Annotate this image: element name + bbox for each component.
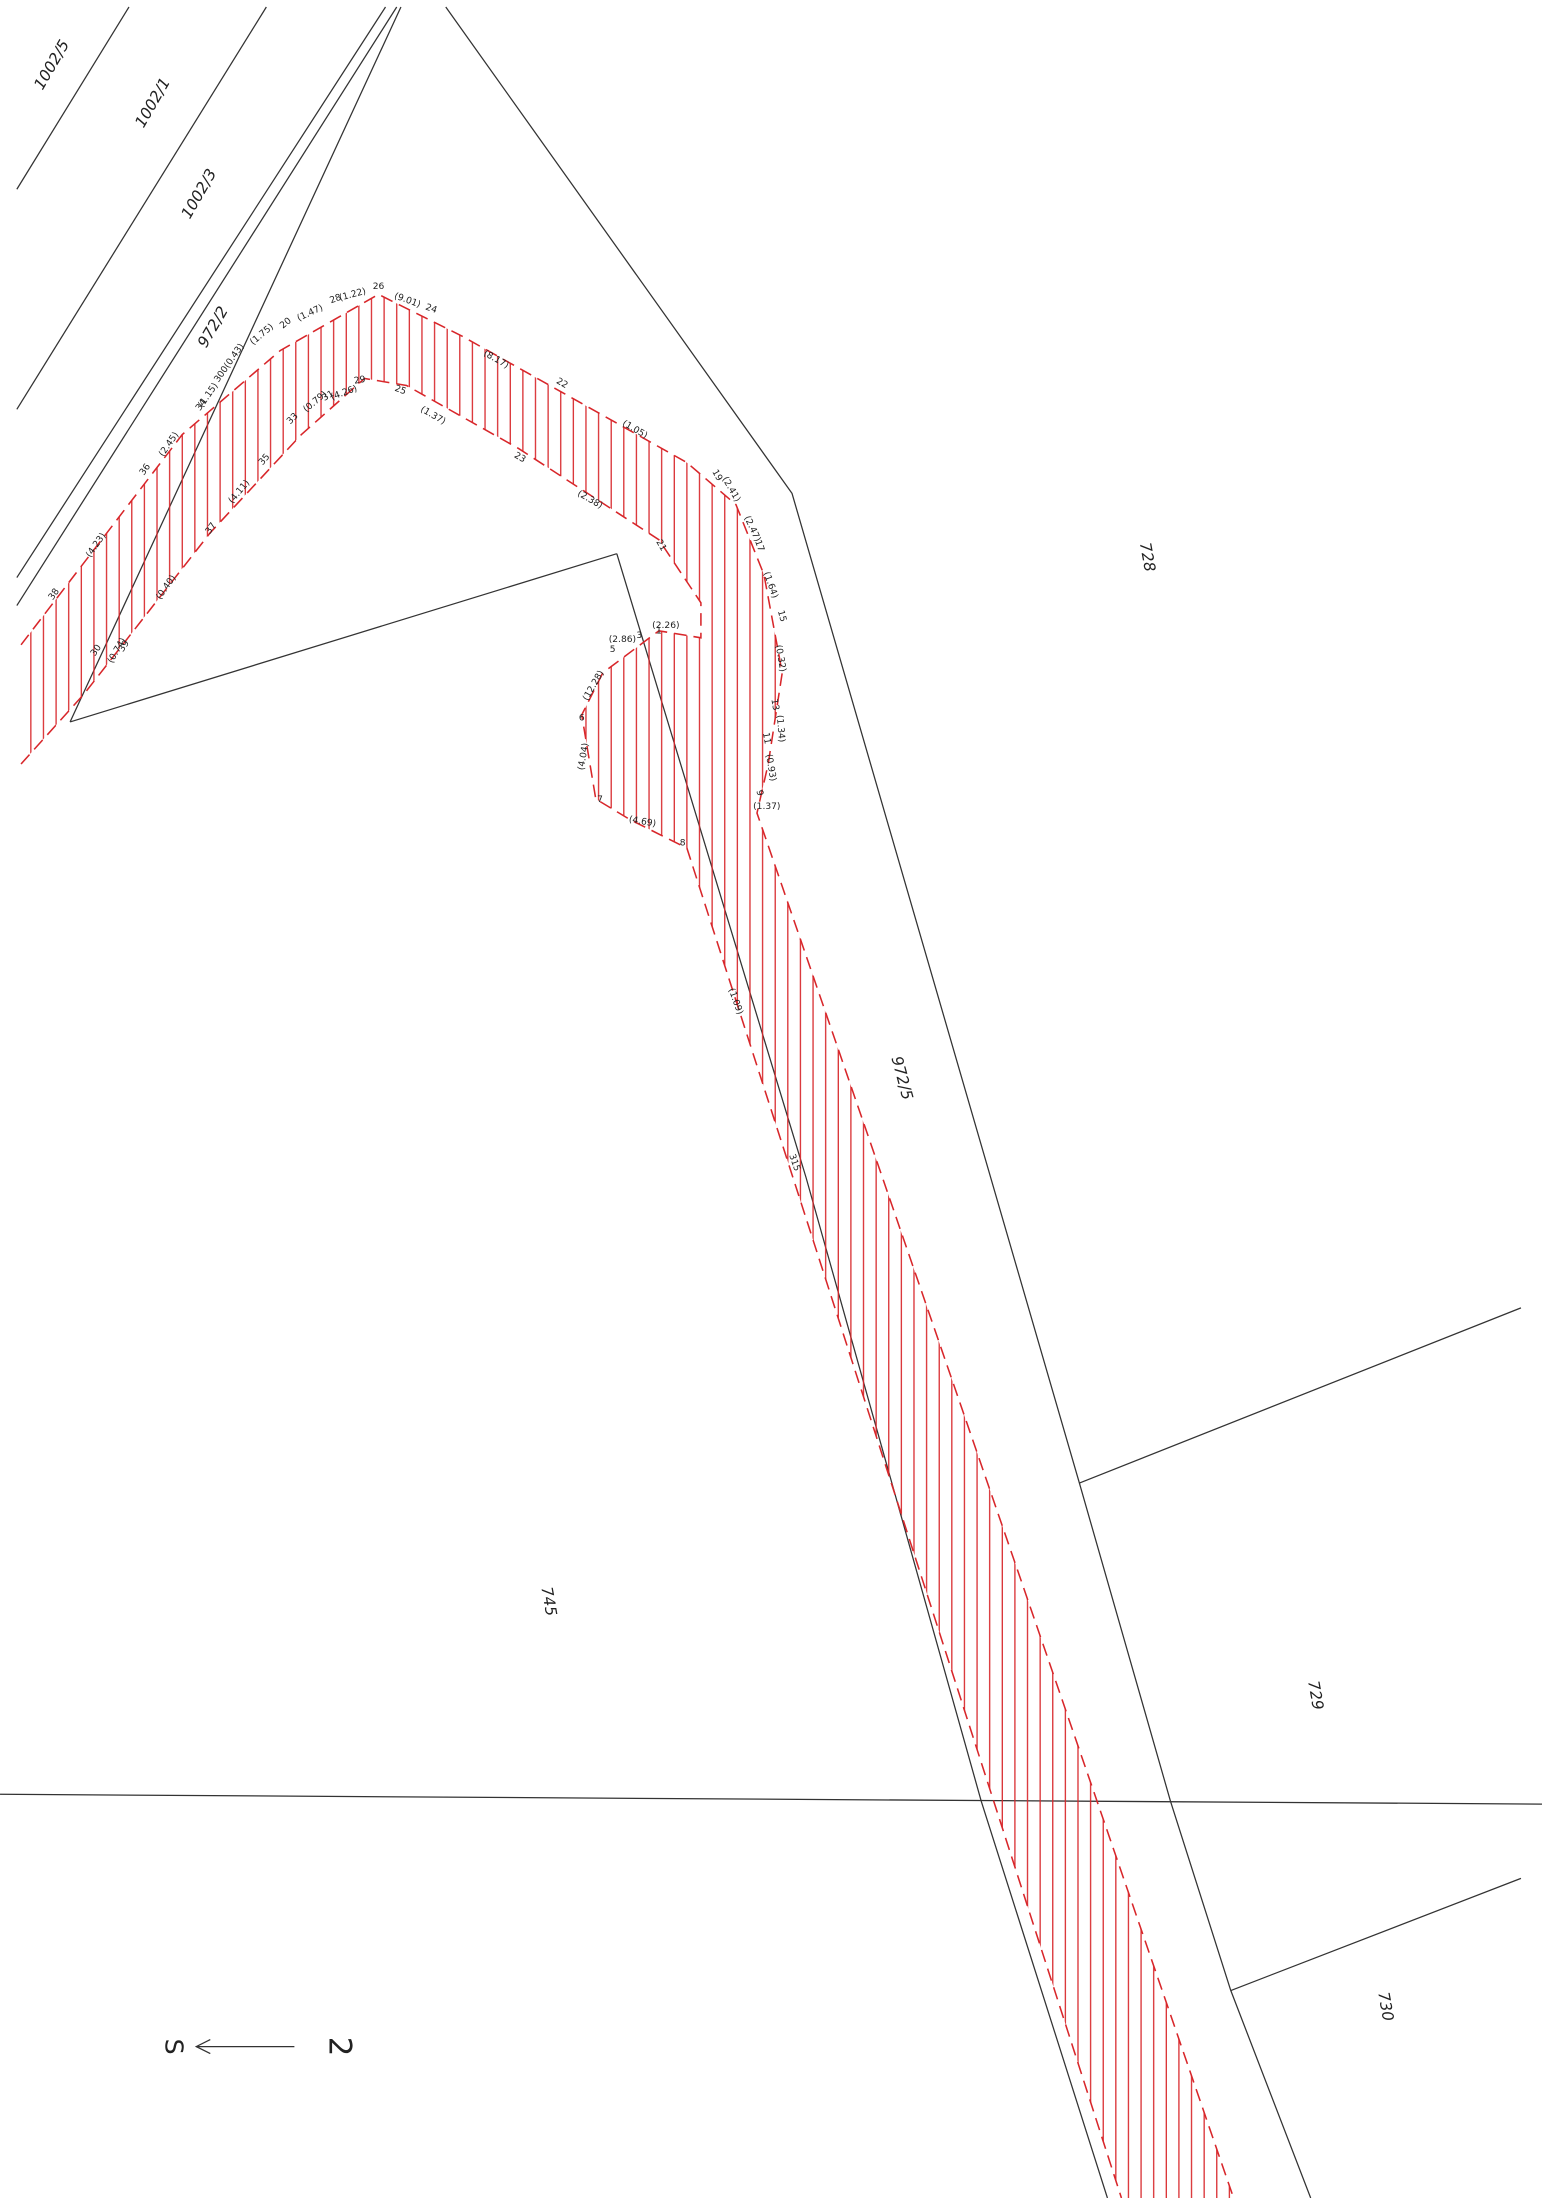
north-arrow: S 2	[159, 2037, 357, 2057]
point-number: 28	[329, 293, 344, 306]
arrow-label: 2	[321, 2037, 357, 2057]
point-number: 5	[610, 645, 616, 655]
arrow-label: S	[159, 2039, 188, 2055]
point-number: 3	[636, 631, 642, 641]
measurement: (1.34)	[774, 715, 786, 743]
parcel-label: 1002/3	[178, 166, 221, 222]
point-number: 17	[752, 539, 765, 554]
measurement: (1.37)	[753, 802, 780, 812]
point-number: 6	[579, 714, 585, 724]
point-number: 22	[554, 377, 569, 391]
parcel-label: 972/2	[194, 303, 232, 350]
measurement: (2.26)	[652, 621, 679, 631]
parcel-label: 1002/1	[131, 75, 174, 131]
parcel-label: 745	[537, 1585, 560, 1617]
parcel-label: 728	[1136, 541, 1159, 573]
measurement: (1.37)	[418, 405, 447, 427]
point-number: 24	[424, 303, 439, 316]
point-number: 29	[353, 375, 366, 387]
measurement: (1.47)	[296, 303, 325, 324]
point-number: 26	[373, 282, 385, 292]
parcel-label: 729	[1304, 1679, 1327, 1711]
point-number: 36	[138, 462, 153, 477]
point-number: 11	[760, 732, 772, 745]
point-number: 9	[754, 789, 765, 797]
point-number: 13	[768, 698, 780, 711]
parcel-label: 972/5	[888, 1054, 917, 1102]
point-number: 25	[393, 384, 407, 397]
point-number: 315	[786, 1153, 801, 1173]
measurement: (4.69)	[628, 815, 657, 830]
measurement: (0.93)	[763, 753, 778, 782]
point-number: 1	[656, 627, 662, 637]
parcel-label: 730	[1374, 1990, 1397, 2022]
measurement: (2.86)	[609, 635, 636, 645]
parcel-label: 1002/5	[30, 37, 73, 93]
point-number: 7	[597, 795, 603, 805]
point-number: 8	[680, 838, 686, 848]
measurement: (0.32)	[773, 644, 788, 673]
point-number: 20	[278, 316, 293, 331]
measurement: (4.04)	[577, 742, 592, 771]
point-number: 15	[775, 609, 788, 623]
